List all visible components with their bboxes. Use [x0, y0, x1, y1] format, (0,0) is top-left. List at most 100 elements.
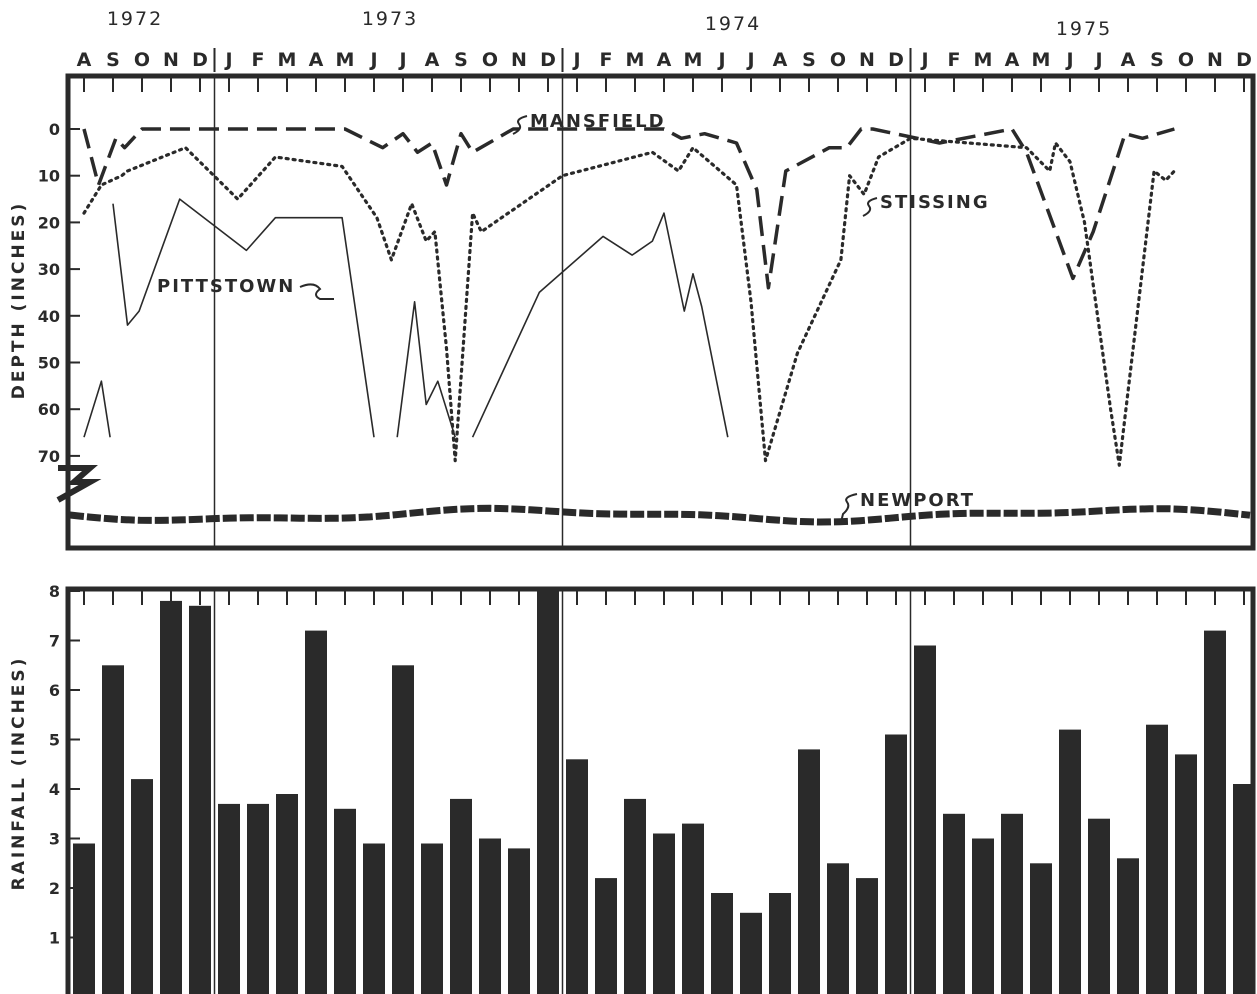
month-label: O — [482, 49, 498, 71]
year-label-1973: 1973 — [362, 8, 418, 30]
month-label: N — [163, 49, 179, 71]
month-label: M — [1032, 49, 1051, 71]
rainfall-bar — [1059, 729, 1081, 994]
month-label: F — [252, 49, 265, 71]
month-label: J — [1064, 49, 1073, 71]
month-label: M — [684, 49, 703, 71]
series-label-pittstown: PITTSTOWN — [157, 276, 295, 297]
rainfall-y-tick-label: 5 — [49, 731, 60, 750]
rainfall-bar — [827, 863, 849, 994]
month-label: O — [134, 49, 150, 71]
month-label: A — [1005, 49, 1020, 71]
depth-y-tick-label: 70 — [38, 447, 60, 466]
mansfield-pointer-icon — [512, 115, 528, 135]
month-label: A — [657, 49, 672, 71]
year-label-1972: 1972 — [107, 8, 163, 30]
rainfall-bar — [131, 779, 153, 994]
series-label-mansfield: MANSFIELD — [530, 111, 666, 132]
month-label: J — [745, 49, 754, 71]
series-line-pittstown — [471, 212, 729, 438]
rainfall-y-tick-label: 6 — [49, 681, 60, 700]
rainfall-bar — [1001, 813, 1023, 994]
month-label: J — [223, 49, 232, 71]
rainfall-bar — [1146, 724, 1168, 994]
month-label: A — [425, 49, 440, 71]
newport-series-band — [69, 504, 1251, 526]
month-label: A — [773, 49, 788, 71]
rainfall-bar — [595, 878, 617, 994]
rainfall-bar — [653, 833, 675, 994]
month-label: J — [716, 49, 725, 71]
rainfall-bar — [160, 600, 182, 994]
month-label: S — [454, 49, 468, 71]
series-line-pittstown — [83, 380, 111, 438]
depth-y-tick-label: 10 — [38, 167, 60, 186]
rainfall-bar — [1233, 784, 1255, 994]
depth-y-tick-label: 30 — [38, 260, 60, 279]
month-label: O — [1178, 49, 1194, 71]
series-line-stissing — [82, 136, 1176, 467]
rainfall-bar — [276, 794, 298, 994]
rainfall-y-tick-label: 3 — [49, 830, 60, 849]
series-label-stissing: STISSING — [880, 192, 990, 213]
month-label: D — [540, 49, 556, 71]
rainfall-bar — [218, 803, 240, 994]
month-label: S — [1150, 49, 1164, 71]
month-label: J — [1093, 49, 1102, 71]
depth-y-tick-label: 40 — [38, 307, 60, 326]
rainfall-y-tick-label: 1 — [49, 929, 60, 948]
rainfall-bar — [392, 665, 414, 994]
depth-panel-frame — [65, 73, 1256, 551]
series-line-pittstown — [396, 301, 456, 438]
month-label: F — [948, 49, 961, 71]
rainfall-y-tick-label: 2 — [49, 879, 60, 898]
rainfall-bar — [769, 893, 791, 994]
month-label: N — [1207, 49, 1223, 71]
rainfall-bar — [1204, 630, 1226, 994]
depth-series-group — [82, 127, 1176, 467]
rainfall-bar — [856, 878, 878, 994]
rainfall-bar — [711, 893, 733, 994]
month-label: J — [368, 49, 377, 71]
month-label: D — [192, 49, 208, 71]
rainfall-bar — [334, 808, 356, 994]
month-label: J — [397, 49, 406, 71]
month-label: M — [278, 49, 297, 71]
rainfall-bar — [73, 843, 95, 994]
month-label: F — [600, 49, 613, 71]
pittstown-pointer-icon — [299, 283, 334, 300]
rainfall-bar — [740, 912, 762, 994]
rainfall-bar — [189, 605, 211, 994]
month-label: M — [336, 49, 355, 71]
month-label: N — [511, 49, 527, 71]
rainfall-bar — [914, 645, 936, 994]
rainfall-bar — [450, 798, 472, 994]
rainfall-bar — [682, 823, 704, 994]
rainfall-bar — [537, 591, 559, 994]
month-label: S — [802, 49, 816, 71]
year-label-1975: 1975 — [1056, 18, 1112, 40]
rainfall-panel-grid — [83, 591, 1245, 994]
rainfall-y-tick-label: 8 — [49, 582, 60, 601]
month-label: M — [974, 49, 993, 71]
month-label: O — [830, 49, 846, 71]
rainfall-bar — [798, 749, 820, 994]
rainfall-bar — [1030, 863, 1052, 994]
rainfall-y-tick-label: 7 — [49, 632, 60, 651]
month-label: N — [859, 49, 875, 71]
rainfall-bar — [566, 759, 588, 994]
rainfall-bar — [421, 843, 443, 994]
rainfall-bar — [1117, 858, 1139, 994]
rainfall-y-tick-label: 4 — [49, 780, 60, 799]
depth-y-tick-label: 50 — [38, 354, 60, 373]
month-label: A — [309, 49, 324, 71]
series-line-mansfield — [82, 127, 1175, 290]
year-label-1974: 1974 — [705, 13, 761, 35]
rainfall-bar — [508, 848, 530, 994]
month-label: A — [77, 49, 92, 71]
month-label: D — [888, 49, 904, 71]
stissing-pointer-icon — [862, 197, 878, 217]
series-line-pittstown — [112, 198, 375, 438]
